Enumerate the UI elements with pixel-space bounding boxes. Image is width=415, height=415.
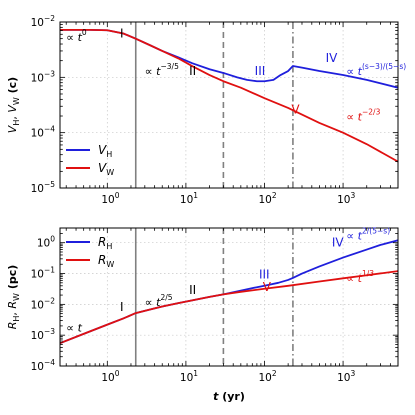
y-tick-label: 10−5	[31, 180, 56, 195]
series-line-rh	[60, 239, 398, 345]
y-tick-label: 10−1	[31, 266, 56, 281]
scaling-annotation: ∝ t2/(5−s)	[346, 227, 390, 243]
regime-label: I	[120, 27, 124, 41]
axis-ticks	[60, 227, 399, 367]
scaling-annotation: ∝ t1/3	[346, 269, 374, 285]
scaling-annotation: ∝ t(s−3)/(5−s)	[346, 62, 406, 78]
y-tick-label: 10−4	[31, 125, 56, 140]
x-tick-label: 102	[258, 369, 276, 384]
series-line-vh	[60, 28, 398, 89]
x-tick-label: 102	[258, 191, 276, 206]
x-tick-label: 100	[101, 369, 119, 384]
regime-label: I	[120, 300, 124, 314]
regime-label: V	[291, 103, 300, 117]
y-tick-label: 10−3	[31, 69, 56, 84]
axis-ticks	[60, 21, 399, 189]
grid	[60, 21, 398, 189]
legend: VH VW	[66, 143, 114, 177]
x-tick-label: 100	[101, 191, 119, 206]
y-axis-label: RH, RW (pc)	[6, 265, 21, 330]
legend: RH RW	[66, 235, 114, 269]
series-line-rw	[60, 270, 398, 345]
legend-label: VH	[98, 143, 112, 159]
top-panel-chart: 100 101 102 103 10−5 10−4 10−3 10−2 VH, VW (c) ∝ …	[6, 14, 406, 206]
x-axis-label: t (yr)	[213, 390, 245, 403]
y-tick-label: 10−2	[31, 14, 56, 29]
x-tick-label: 101	[180, 369, 198, 384]
series-line-vw	[60, 28, 398, 163]
plot-frame	[59, 21, 399, 189]
y-tick-label: 10−2	[31, 296, 56, 311]
scaling-annotation: ∝ t2/5	[145, 293, 173, 309]
y-tick-label: 10−4	[31, 358, 56, 373]
legend-label: RH	[98, 235, 112, 251]
regime-label: III	[259, 268, 270, 282]
scaling-annotation: ∝ t−2/3	[346, 108, 380, 124]
x-tick-label: 103	[337, 191, 355, 206]
bottom-panel-chart: 100 101 102 103 10−4 10−3 10−2 10−1 100 RH, RW (p…	[6, 227, 399, 403]
regime-label: IV	[326, 51, 339, 65]
plot-frame	[59, 227, 399, 367]
regime-label: III	[255, 64, 266, 78]
scaling-annotation: ∝ t	[66, 322, 82, 335]
legend-label: RW	[98, 253, 114, 269]
scaling-annotation: ∝ t−3/5	[145, 62, 179, 78]
regime-label: II	[189, 283, 196, 297]
y-axis-label: VH, VW (c)	[6, 77, 21, 133]
y-tick-label: 10−3	[31, 327, 56, 342]
y-tick-label: 100	[37, 235, 55, 250]
regime-label: IV	[332, 236, 345, 250]
regime-label: II	[189, 64, 196, 78]
x-tick-label: 101	[180, 191, 198, 206]
x-tick-label: 103	[337, 369, 355, 384]
legend-label: VW	[98, 161, 114, 177]
regime-label: V	[263, 280, 272, 294]
scaling-annotation: ∝ t0	[66, 28, 87, 44]
